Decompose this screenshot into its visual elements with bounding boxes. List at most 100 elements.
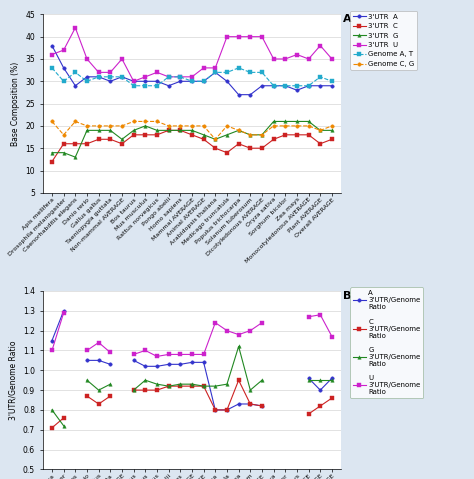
3'UTR  G [166,127,172,133]
Genome A, T [212,69,218,75]
Line: 3'UTR  G: 3'UTR G [50,120,334,159]
Genome C, G [201,123,207,129]
C
3'UTR/Genome
Ratio [49,425,55,431]
3'UTR  A [224,79,230,84]
3'UTR  U [224,34,230,40]
3'UTR  C [143,132,148,137]
3'UTR  U [131,79,137,84]
Genome C, G [119,123,125,129]
3'UTR  U [294,52,300,57]
3'UTR  U [108,69,113,75]
3'UTR  A [143,79,148,84]
Genome C, G [283,123,288,129]
Genome C, G [224,123,230,129]
3'UTR  C [108,137,113,142]
Genome C, G [61,132,66,137]
Y-axis label: 3'UTR/Genome Ratio: 3'UTR/Genome Ratio [9,341,18,420]
Line: C
3'UTR/Genome
Ratio: C 3'UTR/Genome Ratio [50,416,65,430]
Genome C, G [329,123,335,129]
Genome A, T [189,79,195,84]
Genome A, T [108,74,113,80]
Legend: 3'UTR  A, 3'UTR  C, 3'UTR  G, 3'UTR  U, Genome A, T, Genome C, G: 3'UTR A, 3'UTR C, 3'UTR G, 3'UTR U, Geno… [350,11,417,70]
3'UTR  U [259,34,265,40]
3'UTR  U [271,56,276,62]
3'UTR  G [61,150,66,156]
Y-axis label: Base Composition (%): Base Composition (%) [11,61,20,146]
3'UTR  G [236,127,241,133]
3'UTR  A [96,74,101,80]
Line: 3'UTR  U: 3'UTR U [50,26,334,83]
Genome C, G [131,119,137,125]
3'UTR  U [49,52,55,57]
Genome A, T [131,83,137,89]
3'UTR  U [166,74,172,80]
3'UTR  G [131,127,137,133]
Line: 3'UTR  A: 3'UTR A [50,44,334,96]
3'UTR  G [84,127,90,133]
3'UTR  A [61,65,66,71]
3'UTR  U [306,56,311,62]
Genome A, T [166,74,172,80]
3'UTR  G [294,119,300,125]
3'UTR  U [283,56,288,62]
3'UTR  U [119,56,125,62]
Line: A
3'UTR/Genome
Ratio: A 3'UTR/Genome Ratio [50,309,65,342]
Genome C, G [96,123,101,129]
3'UTR  A [283,83,288,89]
3'UTR  A [201,79,207,84]
3'UTR  A [306,83,311,89]
Genome A, T [119,74,125,80]
3'UTR  C [283,132,288,137]
3'UTR  G [154,127,160,133]
Genome A, T [224,69,230,75]
3'UTR  U [318,43,323,48]
Genome C, G [177,123,183,129]
3'UTR  U [212,65,218,71]
3'UTR  G [271,119,276,125]
3'UTR  U [177,74,183,80]
Genome A, T [271,83,276,89]
Genome C, G [247,132,253,137]
3'UTR  A [329,83,335,89]
3'UTR  U [84,56,90,62]
3'UTR  A [247,92,253,98]
3'UTR  G [119,137,125,142]
Line: U
3'UTR/Genome
Ratio: U 3'UTR/Genome Ratio [50,311,65,352]
3'UTR  A [154,79,160,84]
3'UTR  G [143,123,148,129]
3'UTR  G [318,127,323,133]
Genome C, G [212,137,218,142]
Genome A, T [259,69,265,75]
Genome C, G [318,127,323,133]
3'UTR  G [306,119,311,125]
Genome A, T [294,83,300,89]
3'UTR  A [166,83,172,89]
Text: B: B [343,291,351,301]
3'UTR  C [177,127,183,133]
Legend: A
3'UTR/Genome
Ratio, C
3'UTR/Genome
Ratio, G
3'UTR/Genome
Ratio, U
3'UTR/Genome: A 3'UTR/Genome Ratio, C 3'UTR/Genome Rat… [350,287,423,398]
3'UTR  G [73,154,78,160]
3'UTR  C [189,132,195,137]
3'UTR  G [49,150,55,156]
3'UTR  G [189,127,195,133]
3'UTR  A [84,74,90,80]
3'UTR  C [318,141,323,147]
A
3'UTR/Genome
Ratio [49,338,55,343]
3'UTR  G [283,119,288,125]
Genome A, T [61,79,66,84]
3'UTR  C [224,150,230,156]
3'UTR  A [318,83,323,89]
Genome C, G [84,123,90,129]
3'UTR  C [294,132,300,137]
Genome C, G [73,119,78,125]
3'UTR  G [177,127,183,133]
U
3'UTR/Genome
Ratio [61,310,66,316]
Genome A, T [49,65,55,71]
3'UTR  A [212,69,218,75]
Text: A: A [343,14,351,24]
3'UTR  G [108,127,113,133]
3'UTR  C [131,132,137,137]
G
3'UTR/Genome
Ratio [61,423,66,429]
U
3'UTR/Genome
Ratio [49,348,55,354]
3'UTR  A [49,43,55,48]
